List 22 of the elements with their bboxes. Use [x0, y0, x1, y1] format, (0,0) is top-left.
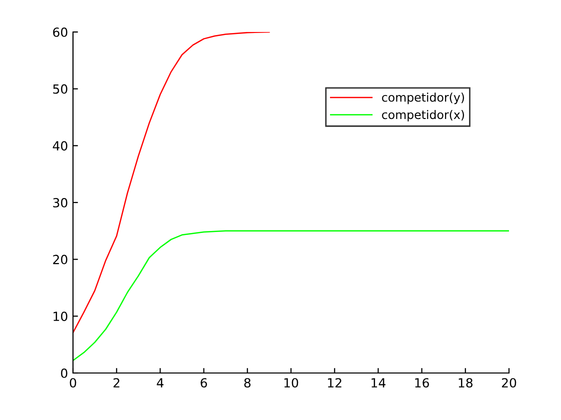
x-tick-label: 0: [70, 378, 76, 388]
legend-label: competidor(y): [382, 92, 464, 104]
x-tick-label: 18: [458, 378, 472, 388]
x-tick-label: 10: [284, 378, 298, 388]
x-tick-label: 14: [372, 378, 386, 388]
y-tick-label: 50: [53, 84, 68, 94]
x-tick-label: 4: [156, 378, 164, 388]
x-tick-label: 12: [328, 378, 342, 388]
y-tick-label: 20: [53, 254, 68, 264]
x-tick-label: 16: [415, 378, 429, 388]
line-series: [73, 32, 270, 334]
line-series: [73, 230, 509, 362]
y-tick-label: 10: [54, 312, 68, 322]
x-tick-label: 6: [200, 378, 207, 388]
x-tick-label: 20: [502, 378, 516, 388]
x-tick-label: 2: [114, 378, 120, 388]
x-tick-label: 8: [244, 378, 251, 388]
y-tick-label: 30: [53, 198, 68, 208]
legend-label: competidor(x): [382, 110, 464, 122]
y-tick-label: 60: [53, 27, 68, 37]
y-tick-label: 40: [52, 141, 68, 151]
y-tick-label: 0: [61, 368, 68, 378]
